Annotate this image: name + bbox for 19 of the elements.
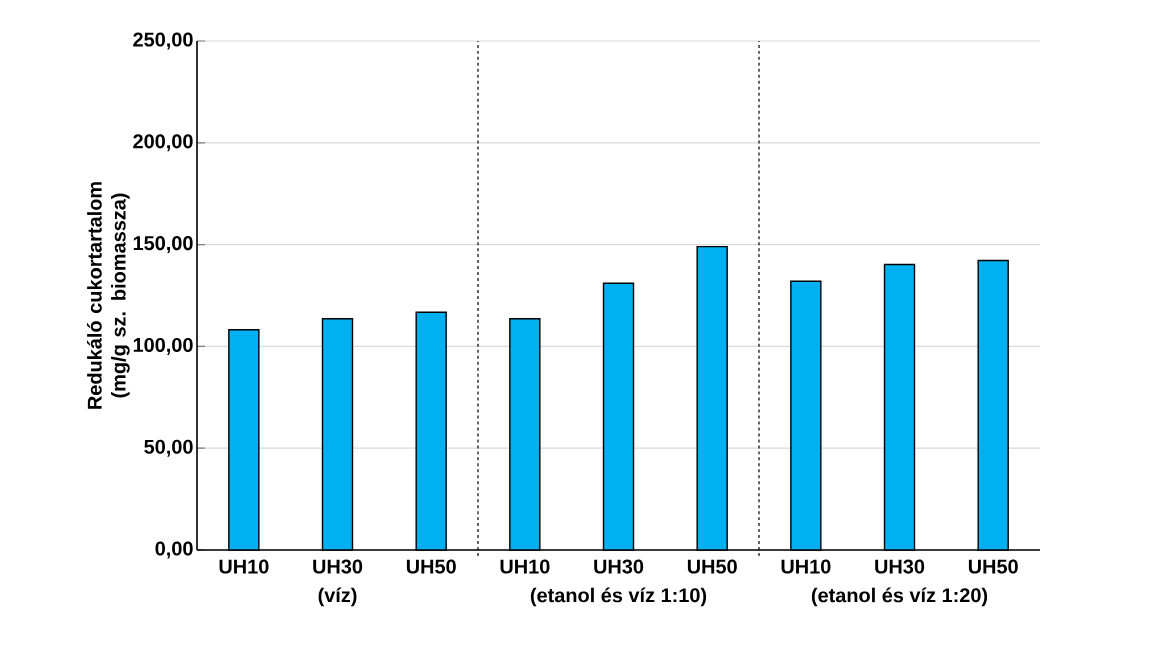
x-tick-label: UH50 [968,559,1018,574]
y-axis-title: Redukáló cukortartalom (mg/g sz. biomassza) [86,182,130,409]
y-tick-label: 150,00 [133,236,193,254]
text: (etanol és víz 1:20) [811,587,988,607]
x-tick-label: UH10 [781,559,831,574]
text: (víz) [318,587,357,607]
y-tick-label: 200,00 [133,134,193,152]
x-tick-label: UH10 [500,559,550,574]
y-tick-label: 0,00 [155,541,193,559]
x-tick-label: UH30 [594,559,644,574]
x-tick-label: UH30 [875,559,925,574]
x-tick-label: UH30 [313,559,363,574]
text: (etanol és víz 1:10) [530,587,707,607]
y-tick-label: 250,00 [133,32,193,50]
y-tick-label: 50,00 [144,439,193,457]
x-tick-label: UH50 [687,559,737,574]
y-tick-label: 100,00 [133,337,193,355]
x-tick-label: UH10 [219,559,269,574]
x-tick-label: UH50 [406,559,456,574]
